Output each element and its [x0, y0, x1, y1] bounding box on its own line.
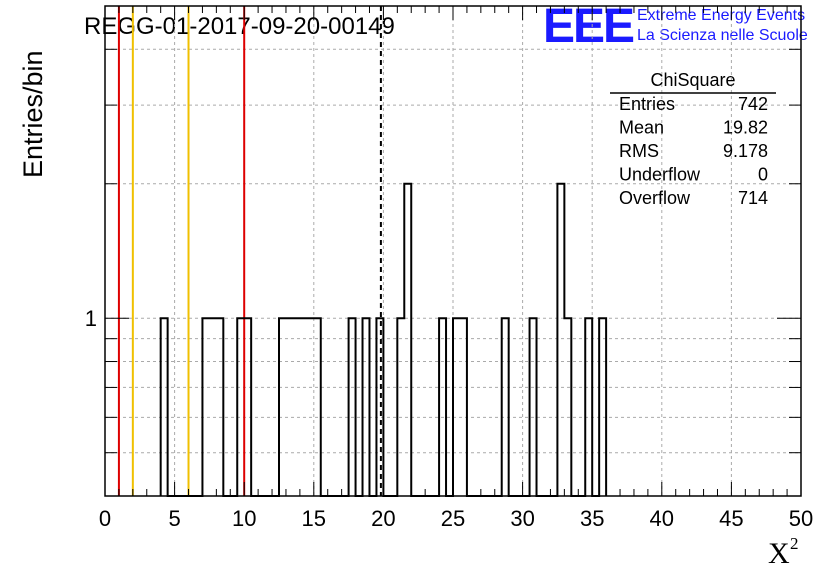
- histogram-bin: [557, 184, 564, 496]
- histogram-bin: [530, 318, 537, 496]
- stats-box-title: ChiSquare: [650, 70, 735, 90]
- histogram-bin: [279, 318, 286, 496]
- histogram-bin: [453, 318, 460, 496]
- plot-frame: [104, 5, 802, 497]
- y-axis-label: Entries/bin: [18, 50, 48, 178]
- histogram-bin: [460, 318, 467, 496]
- x-tick-label: 35: [580, 506, 604, 531]
- histogram-bin: [286, 318, 293, 496]
- histogram-bin: [161, 318, 168, 496]
- reference-lines: [117, 6, 382, 496]
- stats-value: 0: [758, 165, 768, 185]
- x-tick-label: 45: [719, 506, 743, 531]
- stats-label: RMS: [619, 141, 659, 161]
- histogram-bin: [216, 318, 223, 496]
- histogram-bin: [564, 318, 571, 496]
- histogram-bin: [209, 318, 216, 496]
- histogram-bin: [307, 318, 314, 496]
- axes: [104, 5, 802, 497]
- histogram-bin: [502, 318, 509, 496]
- stats-value: 714: [738, 188, 768, 208]
- stats-label: Entries: [619, 94, 675, 114]
- x-tick-label: 50: [789, 506, 813, 531]
- stats-value: 9.178: [723, 141, 768, 161]
- x-tick-label: 20: [371, 506, 395, 531]
- histogram-bin: [314, 318, 321, 496]
- histogram-bin: [404, 184, 411, 496]
- stats-value: 19.82: [723, 118, 768, 138]
- x-axis-label: X: [768, 537, 790, 570]
- y-tick-label: 1: [85, 306, 97, 331]
- histogram-bin: [397, 318, 404, 496]
- stats-box: ChiSquare Entries 742 Mean 19.82 RMS 9.178 Und…: [610, 70, 776, 208]
- x-tick-label: 30: [510, 506, 534, 531]
- stats-box-rows: Entries 742 Mean 19.82 RMS 9.178 Underflow 0 Ove…: [619, 94, 768, 208]
- histogram-bin: [237, 318, 244, 496]
- stats-label: Overflow: [619, 188, 691, 208]
- histogram-bin: [439, 318, 446, 496]
- stats-value: 742: [738, 94, 768, 114]
- histogram-bin: [300, 318, 307, 496]
- histogram-bin: [293, 318, 300, 496]
- x-tick-label: 10: [232, 506, 256, 531]
- tick-labels: 0 5 10 15 20 25 30 35 40 45 50 1: [85, 306, 813, 531]
- histogram-bin: [599, 318, 606, 496]
- logo-line-1: Extreme Energy Events: [637, 7, 805, 24]
- histogram-bin: [202, 318, 209, 496]
- stats-label: Mean: [619, 118, 664, 138]
- x-axis-label-superscript: 2: [790, 534, 799, 553]
- stats-label: Underflow: [619, 165, 701, 185]
- chart-title: REGG-01-2017-09-20-00149: [84, 13, 395, 40]
- x-tick-label: 0: [99, 506, 111, 531]
- logo-line-2: La Scienza nelle Scuole: [637, 27, 808, 44]
- x-tick-label: 5: [168, 506, 180, 531]
- histogram-bin: [585, 318, 592, 496]
- histogram-bin: [363, 318, 370, 496]
- x-tick-label: 15: [302, 506, 326, 531]
- x-tick-label: 25: [441, 506, 465, 531]
- histogram-bin: [244, 318, 251, 496]
- histogram-bin: [349, 318, 356, 496]
- x-tick-label: 40: [650, 506, 674, 531]
